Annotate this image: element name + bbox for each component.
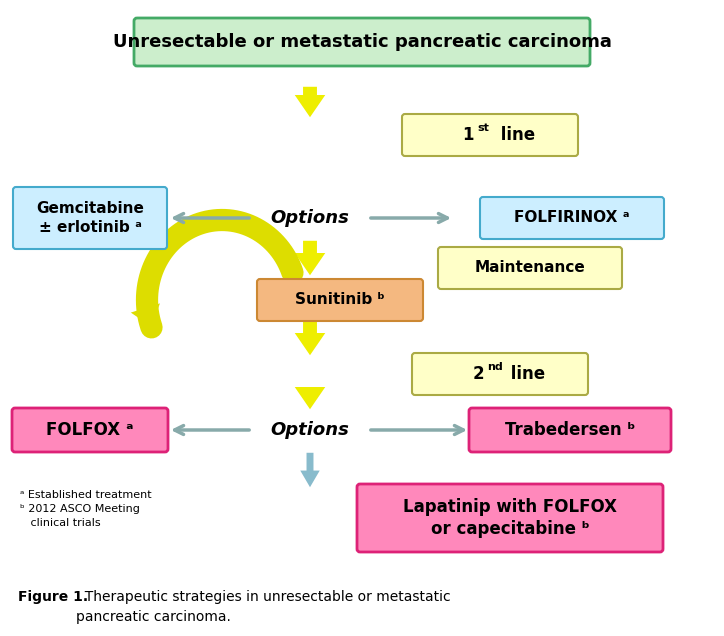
Text: Gemcitabine
± erlotinib ᵃ: Gemcitabine ± erlotinib ᵃ bbox=[36, 201, 144, 235]
FancyBboxPatch shape bbox=[402, 114, 578, 156]
FancyBboxPatch shape bbox=[480, 197, 664, 239]
Text: ᵃ Established treatment
ᵇ 2012 ASCO Meeting
   clinical trials: ᵃ Established treatment ᵇ 2012 ASCO Meet… bbox=[20, 490, 151, 528]
FancyBboxPatch shape bbox=[12, 408, 168, 452]
Text: Therapeutic strategies in unresectable or metastatic
pancreatic carcinoma.: Therapeutic strategies in unresectable o… bbox=[76, 590, 450, 623]
FancyBboxPatch shape bbox=[257, 279, 423, 321]
Text: Unresectable or metastatic pancreatic carcinoma: Unresectable or metastatic pancreatic ca… bbox=[112, 33, 612, 51]
FancyBboxPatch shape bbox=[357, 484, 663, 552]
Text: Options: Options bbox=[271, 209, 350, 227]
FancyBboxPatch shape bbox=[134, 18, 590, 66]
Text: nd: nd bbox=[487, 362, 502, 372]
Text: Options: Options bbox=[271, 421, 350, 439]
Text: 1: 1 bbox=[462, 126, 473, 144]
Text: Figure 1.: Figure 1. bbox=[18, 590, 88, 604]
FancyBboxPatch shape bbox=[412, 353, 588, 395]
Text: Maintenance: Maintenance bbox=[475, 261, 586, 275]
FancyBboxPatch shape bbox=[469, 408, 671, 452]
Text: FOLFIRINOX ᵃ: FOLFIRINOX ᵃ bbox=[514, 211, 630, 226]
Text: line: line bbox=[495, 126, 535, 144]
Text: FOLFOX ᵃ: FOLFOX ᵃ bbox=[46, 421, 134, 439]
Text: 2: 2 bbox=[472, 365, 484, 383]
FancyBboxPatch shape bbox=[13, 187, 167, 249]
Text: Lapatinip with FOLFOX
or capecitabine ᵇ: Lapatinip with FOLFOX or capecitabine ᵇ bbox=[403, 498, 617, 538]
Text: Trabedersen ᵇ: Trabedersen ᵇ bbox=[505, 421, 635, 439]
Text: line: line bbox=[505, 365, 545, 383]
FancyBboxPatch shape bbox=[438, 247, 622, 289]
Text: st: st bbox=[477, 123, 489, 133]
Text: Sunitinib ᵇ: Sunitinib ᵇ bbox=[295, 293, 385, 307]
